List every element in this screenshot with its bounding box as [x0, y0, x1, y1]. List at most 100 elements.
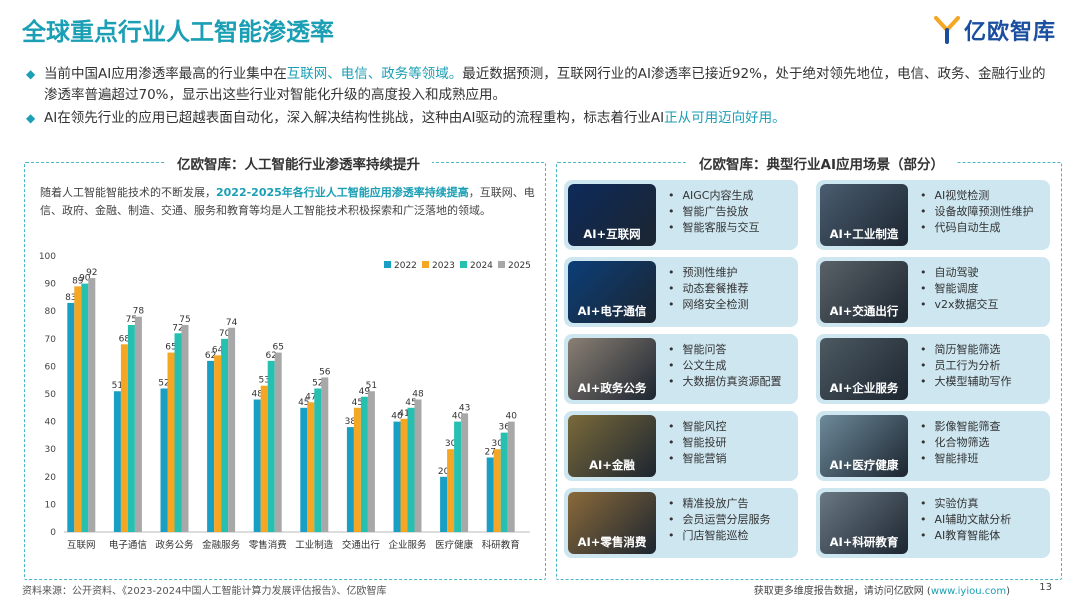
bullet-2: ◆ AI在领先行业的应用已超越表面自动化，深入解决结构性挑战，这种由AI驱动的流… — [26, 108, 1056, 129]
bar-2023 — [307, 402, 315, 532]
bar-value-label: 89 — [72, 276, 84, 286]
bar-value-label: 47 — [305, 392, 316, 402]
bar-2024 — [221, 338, 229, 532]
left-panel-title: 亿欧智库：人工智能行业渗透率持续提升 — [165, 153, 432, 173]
scenario-item: 员工行为分析 — [920, 358, 1012, 374]
bar-2022 — [393, 421, 401, 532]
scenario-card: AI+互联网 AIGC内容生成智能广告投放智能客服与交互 — [564, 180, 798, 250]
more-text: 获取更多维度报告数据，请访问亿欧网 ( — [753, 586, 931, 597]
bar-2023 — [120, 344, 128, 532]
bullet-1: ◆ 当前中国AI应用渗透率最高的行业集中在互联网、电信、政务等领域。最近数据预测… — [26, 64, 1056, 106]
bar-value-label: 38 — [345, 417, 357, 427]
bar-value-label: 30 — [445, 439, 457, 449]
bar-value-label: 51 — [366, 381, 377, 391]
bar-value-label: 68 — [119, 334, 131, 344]
x-tick-label: 零售消费 — [249, 539, 287, 551]
scenario-image: AI+工业制造 — [820, 184, 908, 246]
bar-value-label: 65 — [272, 343, 283, 353]
x-tick-label: 交通出行 — [342, 539, 381, 551]
scenario-image: AI+电子通信 — [568, 261, 656, 323]
bar-value-label: 72 — [172, 323, 183, 333]
scenario-item: 智能营销 — [668, 451, 727, 467]
scenario-item: 门店智能巡检 — [668, 528, 771, 544]
scenario-card: AI+医疗健康 影像智能筛查化合物筛选智能排班 — [816, 411, 1050, 481]
legend-swatch-2023 — [422, 261, 429, 268]
bullet-1-text-end: 最近数据预测，互联网行业的AI渗透率已接近92%，处于绝对领先地位，电信、政务、… — [44, 66, 1046, 103]
legend-label: 2024 — [470, 261, 493, 271]
scenario-image: AI+医疗健康 — [820, 415, 908, 477]
bar-2025 — [507, 421, 515, 532]
x-tick-label: 工业制造 — [295, 539, 334, 551]
scenario-label: AI+电子通信 — [577, 304, 647, 318]
scenario-label: AI+企业服务 — [829, 381, 899, 395]
x-tick-label: 政务公务 — [155, 539, 194, 551]
bar-value-label: 30 — [491, 439, 503, 449]
scenario-list: 影像智能筛查化合物筛选智能排班 — [920, 419, 1001, 467]
y-tick-label: 60 — [45, 362, 57, 372]
bar-2025 — [88, 278, 96, 532]
bullet-2-text: AI在领先行业的应用已超越表面自动化，深入解决结构性挑战，这种由AI驱动的流程重… — [44, 110, 665, 126]
bar-value-label: 40 — [505, 412, 517, 422]
scenario-item: 智能风控 — [668, 419, 727, 435]
bar-value-label: 83 — [65, 293, 76, 303]
scenario-image: AI+金融 — [568, 415, 656, 477]
chart-description: 随着人工智能智能技术的不断发展，2022-2025年各行业人工智能应用渗透率持续… — [40, 184, 540, 220]
scenario-item: 智能投研 — [668, 435, 727, 451]
scenario-label: AI+医疗健康 — [829, 458, 899, 472]
bar-value-label: 62 — [265, 351, 276, 361]
bar-value-label: 51 — [112, 381, 123, 391]
bar-value-label: 52 — [158, 378, 169, 388]
scenario-item: 智能广告投放 — [668, 204, 760, 220]
bar-value-label: 43 — [459, 403, 470, 413]
bar-2022 — [346, 427, 354, 532]
bar-2024 — [314, 388, 322, 532]
scenario-image: AI+互联网 — [568, 184, 656, 246]
scenario-item: 化合物筛选 — [920, 435, 1001, 451]
scenario-list: 自动驾驶智能调度v2x数据交互 — [920, 265, 999, 313]
scenario-item: AIGC内容生成 — [668, 188, 760, 204]
bar-value-label: 90 — [79, 274, 91, 284]
y-tick-label: 0 — [50, 528, 56, 538]
bar-value-label: 48 — [412, 390, 424, 400]
penetration-bar-chart: 010203040506070809010083899092互联网5168757… — [39, 252, 531, 551]
bar-2022 — [300, 407, 308, 532]
legend-label: 2023 — [432, 261, 455, 271]
scenario-item: AI辅助文献分析 — [920, 512, 1012, 528]
scenario-item: 动态套餐推荐 — [668, 281, 749, 297]
scenario-item: 会员运营分层服务 — [668, 512, 771, 528]
scenario-item: 预测性维护 — [668, 265, 749, 281]
scenario-label: AI+零售消费 — [577, 535, 647, 549]
scenario-item: 大数据仿真资源配置 — [668, 374, 782, 390]
scenario-label: AI+交通出行 — [829, 304, 899, 318]
bar-2022 — [486, 457, 494, 532]
bar-2024 — [267, 360, 275, 532]
bar-2025 — [414, 399, 422, 532]
right-panel: 亿欧智库：典型行业AI应用场景（部分） — [556, 153, 1062, 580]
logo-text: 亿欧智库 — [963, 20, 1056, 45]
scenario-item: 智能调度 — [920, 281, 999, 297]
bar-value-label: 52 — [312, 378, 323, 388]
desc-text-end: ，互联网、电信、政府、金融、制造、交通、服务和教育等均是人工智能技术积极探索和广… — [40, 186, 535, 217]
scenario-item: 智能问答 — [668, 342, 782, 358]
scenario-item: 公文生成 — [668, 358, 782, 374]
scenario-item: AI视觉检测 — [920, 188, 1034, 204]
scenario-item: 自动驾驶 — [920, 265, 999, 281]
legend-swatch-2024 — [460, 261, 467, 268]
scenario-card: AI+政务公务 智能问答公文生成大数据仿真资源配置 — [564, 334, 798, 404]
bar-value-label: 75 — [179, 315, 190, 325]
bar-2024 — [81, 283, 89, 532]
bar-2022 — [253, 399, 261, 532]
y-tick-label: 50 — [45, 390, 57, 400]
x-tick-label: 企业服务 — [388, 539, 427, 551]
bar-value-label: 45 — [298, 398, 309, 408]
scenario-label: AI+工业制造 — [829, 227, 899, 241]
bar-2022 — [113, 391, 121, 532]
site-link[interactable]: www.iyiou.com — [930, 586, 1007, 597]
scenario-card: AI+企业服务 简历智能筛选员工行为分析大模型辅助写作 — [816, 334, 1050, 404]
bar-2025 — [461, 413, 469, 532]
scenario-item: 精准投放广告 — [668, 496, 771, 512]
bar-value-label: 56 — [319, 367, 331, 377]
x-tick-label: 科研教育 — [482, 539, 520, 551]
scenario-item: 网络安全检测 — [668, 297, 749, 313]
bar-2025 — [181, 325, 189, 532]
